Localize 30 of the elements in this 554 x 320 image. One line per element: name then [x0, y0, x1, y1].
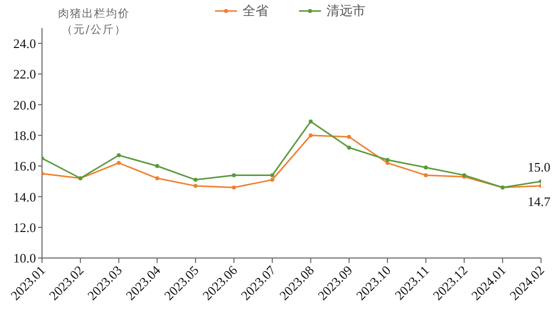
point: [232, 185, 236, 190]
data-label: 15.0: [528, 159, 550, 174]
point: [155, 176, 160, 180]
point: [194, 184, 198, 188]
point: [270, 178, 274, 182]
point: [232, 173, 236, 178]
point: [155, 164, 160, 168]
y-tick-label: 12.0: [13, 220, 36, 235]
point: [424, 166, 428, 170]
y-tick-label: 22.0: [13, 66, 36, 82]
point: [270, 173, 274, 178]
point: [194, 178, 198, 182]
y-tick-label: 16.0: [13, 158, 36, 174]
point: [116, 153, 121, 158]
point: [385, 158, 390, 162]
y-tick-label: 18.0: [13, 128, 36, 143]
point: [347, 134, 352, 139]
data-label: 14.7: [528, 194, 551, 209]
y-tick-label: 10.0: [13, 250, 36, 266]
point: [347, 146, 352, 150]
point: [308, 120, 313, 124]
point: [308, 133, 313, 138]
y-axis-title: 肉猪出栏均价（元/公斤）: [58, 6, 130, 38]
y-tick-label: 14.0: [13, 189, 36, 204]
legend-label: 清远市: [326, 3, 366, 20]
y-tick-label: 24.0: [13, 36, 36, 51]
point: [424, 173, 428, 178]
y-tick-label: 20.0: [13, 97, 36, 112]
legend-label: 全省: [242, 3, 268, 20]
point: [116, 160, 121, 165]
